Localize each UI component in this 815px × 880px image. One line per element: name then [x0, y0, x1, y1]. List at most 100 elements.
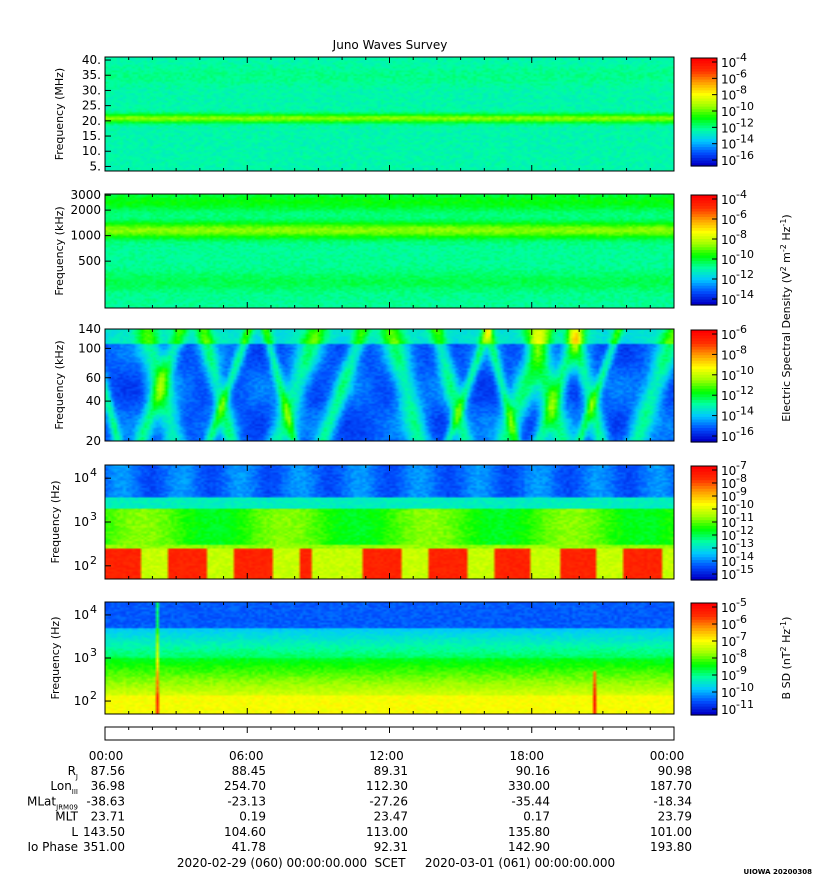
- colorbar-tick-exponent: -10: [736, 248, 754, 261]
- colorbar-cell: [691, 63, 717, 67]
- ephemeris-value: 88.45: [232, 764, 266, 778]
- colorbar-cell: [691, 346, 717, 351]
- colorbar-tick-exponent: -14: [736, 133, 754, 146]
- x-tick-label: 00:00: [89, 749, 124, 763]
- ephemeris-value: 36.98: [91, 779, 125, 793]
- colorbar-cell: [691, 349, 717, 353]
- colorbar-cell: [691, 90, 717, 94]
- colorbar-cell: [691, 93, 717, 97]
- colorbar-tick-label: 10: [721, 213, 736, 227]
- colorbar-tick-label: 10: [721, 542, 736, 556]
- ephemeris-value: 351.00: [83, 840, 125, 854]
- colorbar-cell: [691, 355, 717, 359]
- colorbar-tick-exponent: -9: [736, 664, 747, 677]
- colorbar-cell: [691, 380, 717, 384]
- colorbar-tick-label: 10: [721, 72, 736, 86]
- ephemeris-label-main: Io Phase: [27, 840, 78, 854]
- colorbar-cell: [691, 85, 717, 89]
- colorbar-frame: [690, 602, 718, 716]
- electric-colorbar-title-part: Hz: [780, 226, 793, 244]
- colorbar-cell: [691, 247, 717, 251]
- colorbar-tick-exponent: -6: [736, 208, 747, 221]
- colorbar-cell: [691, 200, 717, 204]
- magnetic-colorbar-title-part: -1: [779, 621, 788, 629]
- colorbar-tick-label: 10: [721, 89, 736, 103]
- colorbar-cell: [691, 241, 717, 246]
- y-tick-exponent: 3: [90, 646, 97, 659]
- colorbar-tick-exponent: -15: [736, 563, 754, 576]
- colorbar-tick-label: 10: [721, 430, 736, 444]
- colorbar-cell: [691, 645, 717, 649]
- y-tick-label: 10: [74, 694, 89, 708]
- colorbar-cell: [691, 68, 717, 73]
- colorbar-cell: [691, 617, 717, 621]
- colorbar-cell: [691, 109, 717, 113]
- ephemeris-value: 135.80: [508, 825, 550, 839]
- colorbar-tick-exponent: -9: [736, 485, 747, 498]
- colorbar-tick-label: 10: [721, 516, 736, 530]
- y-tick-label: 10: [74, 471, 89, 485]
- colorbar-cell: [691, 528, 717, 533]
- ephemeris-label: RJ: [68, 764, 78, 781]
- colorbar-tick-exponent: -10: [736, 364, 754, 377]
- colorbar-cell: [691, 197, 717, 202]
- colorbar-cell: [691, 266, 717, 270]
- colorbar-cell: [691, 439, 717, 443]
- colorbar-cell: [691, 120, 717, 124]
- colorbar-cell: [691, 477, 717, 481]
- colorbar-cell: [691, 611, 717, 615]
- ephemeris-value: 23.79: [658, 810, 692, 824]
- colorbar-tick-label: 10: [721, 138, 736, 152]
- colorbar-cell: [691, 701, 717, 705]
- colorbar-frame: [690, 57, 718, 167]
- colorbar-cell: [691, 130, 717, 135]
- y-tick-exponent: 4: [90, 603, 97, 616]
- ephemeris-value: 193.80: [650, 840, 692, 854]
- colorbar-cell: [691, 369, 717, 373]
- ephemeris-label-sub: JRM09: [55, 803, 78, 811]
- colorbar-cell: [691, 503, 717, 507]
- colorbar-cell: [691, 144, 717, 148]
- colorbar-cell: [691, 542, 717, 547]
- colorbar-tick-label: 10: [721, 568, 736, 582]
- colorbar-cell: [691, 436, 717, 440]
- colorbar-cell: [691, 405, 717, 409]
- colorbar-cell: [691, 71, 717, 75]
- colorbar-cell: [691, 139, 717, 143]
- colorbar-cell: [691, 341, 717, 345]
- ephemeris-value: 23.47: [374, 810, 408, 824]
- y-tick-exponent: 4: [90, 466, 97, 479]
- colorbar-cell: [691, 236, 717, 240]
- colorbar-cell: [691, 659, 717, 663]
- ephemeris-value: 187.70: [650, 779, 692, 793]
- ephemeris-label: MLT: [55, 810, 78, 824]
- colorbar-cell: [691, 695, 717, 699]
- colorbar-tick-exponent: -11: [736, 698, 754, 711]
- colorbar-tick-exponent: -8: [736, 84, 747, 97]
- colorbar-tick-exponent: -5: [736, 596, 747, 609]
- colorbar-tick-label: 10: [721, 618, 736, 632]
- colorbar-cell: [691, 703, 717, 708]
- ephemeris-label-main: MLat: [27, 794, 56, 808]
- colorbar-tick-exponent: -12: [736, 268, 754, 281]
- panel-lfrh-image: [105, 329, 674, 441]
- colorbar-cell: [691, 58, 717, 62]
- ephemeris-value: 0.17: [523, 810, 550, 824]
- ephemeris-value: 254.70: [224, 779, 266, 793]
- panel-lfrh: 140 100 60 40 20 Frequency (kHz): [53, 322, 675, 448]
- colorbar-tick-exponent: -10: [736, 681, 754, 694]
- colorbar-cell: [691, 296, 717, 301]
- colorbar-cell: [691, 133, 717, 137]
- colorbar-cell: [691, 302, 717, 306]
- colorbar-tick-label: 10: [721, 410, 736, 424]
- colorbar-cell: [691, 508, 717, 513]
- ephemeris-value: 90.16: [516, 764, 550, 778]
- ephemeris-label-main: Lon: [50, 779, 71, 793]
- colorbar-cell: [691, 388, 717, 393]
- colorbar-cell: [691, 74, 717, 78]
- ephemeris-value: 0.19: [239, 810, 266, 824]
- colorbar-cell: [691, 494, 717, 498]
- colorbar-cell: [691, 285, 717, 290]
